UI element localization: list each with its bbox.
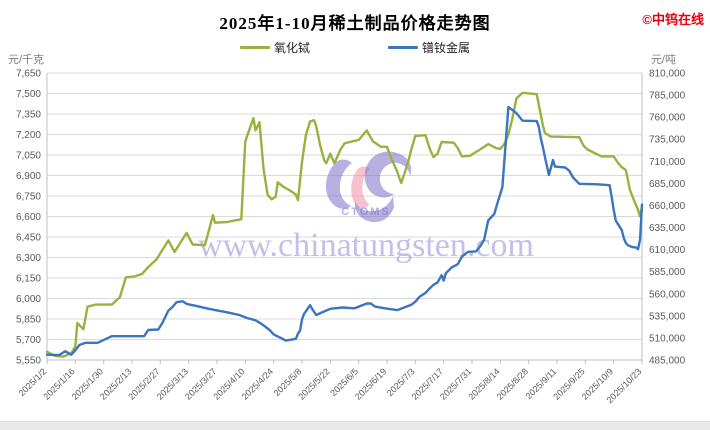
brand-watermark: ©中钨在线 — [642, 12, 704, 27]
terbium-oxide-swatch — [239, 46, 270, 49]
watermark-logo-text: CTOMS — [341, 206, 391, 218]
left-axis-tick-label: 7,050 — [16, 151, 41, 162]
left-axis-tick-label: 5,850 — [16, 315, 41, 326]
left-axis-tick-label: 6,600 — [16, 212, 41, 223]
bottom-strip — [0, 421, 710, 430]
left-axis-tick-label: 7,650 — [16, 69, 41, 80]
prnd-metal-line — [45, 105, 644, 357]
right-axis-tick-label: 810,000 — [649, 69, 686, 80]
right-axis-tick-label: 785,000 — [649, 91, 686, 102]
right-axis-tick-label: 510,000 — [649, 333, 686, 344]
left-axis-tick-label: 7,200 — [16, 130, 41, 141]
chart-title: 2025年1-10月稀土制品价格走势图 — [219, 14, 491, 33]
prnd-metal-swatch — [388, 46, 418, 49]
legend-item-terbium-oxide: 氧化铽 — [239, 39, 310, 56]
left-axis-tick-label: 6,750 — [16, 192, 41, 203]
left-axis-tick-label: 5,550 — [16, 356, 41, 367]
left-axis-tick-label: 6,300 — [16, 253, 41, 264]
left-axis-tick-label: 7,500 — [16, 89, 41, 100]
watermark-logo: CTOMS — [325, 151, 412, 223]
right-axis-tick-label: 585,000 — [649, 267, 686, 278]
right-axis-tick-label: 735,000 — [649, 135, 686, 146]
right-axis-tick-label: 610,000 — [649, 245, 686, 256]
left-axis-unit: 元/千克 — [8, 54, 45, 66]
left-axis-tick-label: 6,450 — [16, 233, 41, 244]
legend-label-terbium-oxide: 氧化铽 — [273, 41, 310, 55]
x-axis-tick-label: 2025/4/24 — [240, 366, 275, 401]
right-axis-tick-label: 760,000 — [649, 113, 686, 124]
right-axis-tick-label: 635,000 — [649, 223, 686, 234]
right-axis-tick-label: 535,000 — [649, 311, 686, 322]
right-axis-tick-label: 560,000 — [649, 289, 686, 300]
right-axis-tick-label: 685,000 — [649, 179, 686, 190]
right-axis-tick-label: 660,000 — [649, 201, 686, 212]
legend-label-prnd-metal: 镨钕金属 — [422, 41, 471, 55]
right-axis-tick-label: 710,000 — [649, 157, 686, 168]
right-axis-unit: 元/吨 — [650, 54, 676, 66]
chart-legend: 氧化铽 镨钕金属 — [0, 39, 710, 56]
legend-item-prnd-metal: 镨钕金属 — [388, 39, 470, 56]
left-axis-tick-label: 6,900 — [16, 171, 41, 182]
watermark-url: www.chinatungsten.com — [198, 227, 534, 264]
left-axis-tick-label: 6,000 — [16, 294, 41, 305]
left-axis-tick-label: 5,700 — [16, 335, 41, 346]
right-axis-tick-label: 485,000 — [649, 356, 686, 367]
left-axis-tick-label: 6,150 — [16, 274, 41, 285]
left-axis-tick-label: 7,350 — [16, 110, 41, 121]
terbium-oxide-line — [45, 91, 644, 358]
